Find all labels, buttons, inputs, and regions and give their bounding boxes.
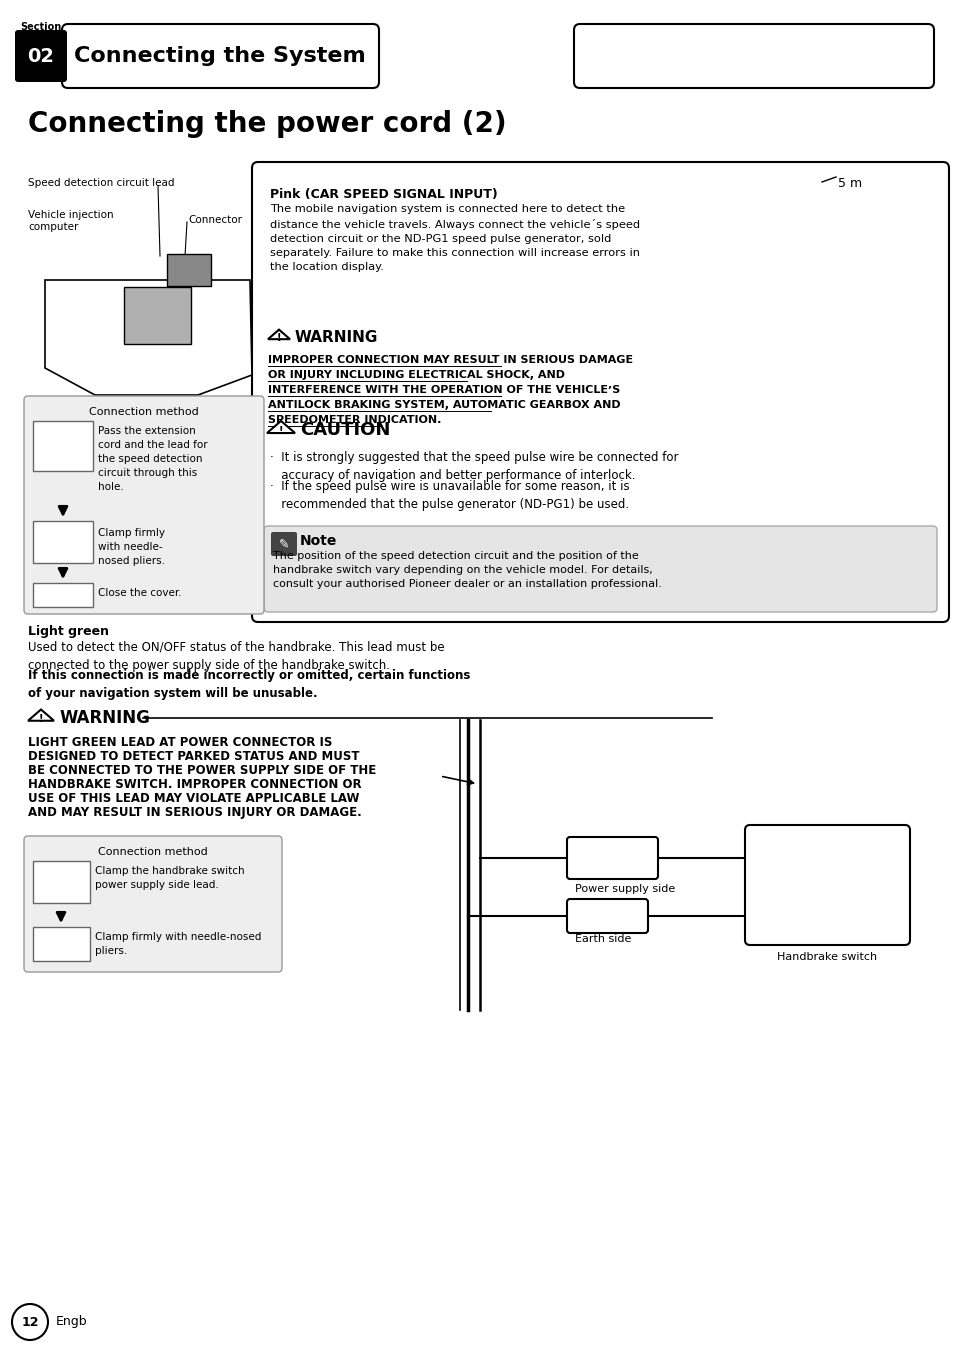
Text: OR INJURY INCLUDING ELECTRICAL SHOCK, AND: OR INJURY INCLUDING ELECTRICAL SHOCK, AN… bbox=[268, 370, 564, 380]
Polygon shape bbox=[28, 710, 54, 721]
Text: The position of the speed detection circuit and the position of the
handbrake sw: The position of the speed detection circ… bbox=[273, 552, 661, 589]
Text: AND MAY RESULT IN SERIOUS INJURY OR DAMAGE.: AND MAY RESULT IN SERIOUS INJURY OR DAMA… bbox=[28, 806, 361, 819]
Text: 5 m: 5 m bbox=[837, 177, 862, 191]
Text: ✎: ✎ bbox=[278, 538, 289, 550]
FancyBboxPatch shape bbox=[574, 24, 933, 88]
Polygon shape bbox=[268, 330, 290, 339]
Text: Pass the extension
cord and the lead for
the speed detection
circuit through thi: Pass the extension cord and the lead for… bbox=[98, 426, 208, 492]
Text: LIGHT GREEN LEAD AT POWER CONNECTOR IS: LIGHT GREEN LEAD AT POWER CONNECTOR IS bbox=[28, 735, 332, 749]
Text: The mobile navigation system is connected here to detect the
distance the vehicl: The mobile navigation system is connecte… bbox=[270, 204, 639, 272]
Text: 02: 02 bbox=[28, 46, 54, 65]
Text: HANDBRAKE SWITCH. IMPROPER CONNECTION OR: HANDBRAKE SWITCH. IMPROPER CONNECTION OR bbox=[28, 777, 361, 791]
Text: Used to detect the ON/OFF status of the handbrake. This lead must be
connected t: Used to detect the ON/OFF status of the … bbox=[28, 641, 444, 672]
FancyBboxPatch shape bbox=[124, 287, 191, 343]
Text: WARNING: WARNING bbox=[294, 330, 378, 345]
Text: !: ! bbox=[39, 714, 43, 723]
Text: Connection method: Connection method bbox=[89, 407, 198, 416]
Text: Handbrake switch: Handbrake switch bbox=[776, 952, 876, 963]
Text: Close the cover.: Close the cover. bbox=[98, 588, 181, 598]
Text: Speed detection circuit lead: Speed detection circuit lead bbox=[28, 178, 174, 188]
Text: WARNING: WARNING bbox=[60, 708, 151, 727]
Polygon shape bbox=[267, 420, 294, 433]
Text: ANTILOCK BRAKING SYSTEM, AUTOMATIC GEARBOX AND: ANTILOCK BRAKING SYSTEM, AUTOMATIC GEARB… bbox=[268, 400, 620, 410]
FancyBboxPatch shape bbox=[167, 254, 211, 287]
FancyBboxPatch shape bbox=[33, 861, 90, 903]
FancyBboxPatch shape bbox=[33, 583, 92, 607]
Text: CAUTION: CAUTION bbox=[299, 420, 390, 439]
Text: INTERFERENCE WITH THE OPERATION OF THE VEHICLEʼS: INTERFERENCE WITH THE OPERATION OF THE V… bbox=[268, 385, 619, 395]
FancyBboxPatch shape bbox=[33, 521, 92, 562]
Text: Vehicle injection
computer: Vehicle injection computer bbox=[28, 210, 113, 231]
Text: USE OF THIS LEAD MAY VIOLATE APPLICABLE LAW: USE OF THIS LEAD MAY VIOLATE APPLICABLE … bbox=[28, 792, 359, 804]
Text: Connecting the System: Connecting the System bbox=[74, 46, 366, 66]
FancyBboxPatch shape bbox=[264, 526, 936, 612]
Text: Clamp the handbrake switch
power supply side lead.: Clamp the handbrake switch power supply … bbox=[95, 867, 244, 890]
Text: Clamp firmly with needle-nosed
pliers.: Clamp firmly with needle-nosed pliers. bbox=[95, 932, 261, 956]
Text: Section: Section bbox=[20, 22, 61, 32]
Text: ·  It is strongly suggested that the speed pulse wire be connected for
   accura: · It is strongly suggested that the spee… bbox=[270, 452, 678, 483]
Text: If this connection is made incorrectly or omitted, certain functions
of your nav: If this connection is made incorrectly o… bbox=[28, 669, 470, 700]
Text: Pink (CAR SPEED SIGNAL INPUT): Pink (CAR SPEED SIGNAL INPUT) bbox=[270, 188, 497, 201]
FancyBboxPatch shape bbox=[33, 420, 92, 470]
FancyBboxPatch shape bbox=[15, 30, 67, 82]
Text: Light green: Light green bbox=[28, 625, 109, 638]
FancyBboxPatch shape bbox=[33, 927, 90, 961]
FancyBboxPatch shape bbox=[566, 899, 647, 933]
Text: !: ! bbox=[276, 333, 281, 342]
FancyBboxPatch shape bbox=[24, 836, 282, 972]
Text: Engb: Engb bbox=[56, 1315, 88, 1329]
FancyBboxPatch shape bbox=[566, 837, 658, 879]
Text: 12: 12 bbox=[21, 1315, 39, 1329]
Text: Clamp firmly
with needle-
nosed pliers.: Clamp firmly with needle- nosed pliers. bbox=[98, 529, 165, 566]
Text: DESIGNED TO DETECT PARKED STATUS AND MUST: DESIGNED TO DETECT PARKED STATUS AND MUS… bbox=[28, 750, 359, 763]
FancyBboxPatch shape bbox=[252, 162, 948, 622]
Text: SPEEDOMETER INDICATION.: SPEEDOMETER INDICATION. bbox=[268, 415, 441, 425]
FancyBboxPatch shape bbox=[62, 24, 378, 88]
Text: ·  If the speed pulse wire is unavailable for some reason, it is
   recommended : · If the speed pulse wire is unavailable… bbox=[270, 480, 629, 511]
Text: Earth side: Earth side bbox=[575, 934, 631, 944]
Text: Note: Note bbox=[299, 534, 337, 548]
Text: Connecting the power cord (2): Connecting the power cord (2) bbox=[28, 110, 506, 138]
Text: IMPROPER CONNECTION MAY RESULT IN SERIOUS DAMAGE: IMPROPER CONNECTION MAY RESULT IN SERIOU… bbox=[268, 356, 633, 365]
Text: Connection method: Connection method bbox=[98, 846, 208, 857]
Text: Connector: Connector bbox=[188, 215, 242, 224]
Text: Power supply side: Power supply side bbox=[575, 884, 675, 894]
Polygon shape bbox=[45, 280, 252, 395]
Circle shape bbox=[12, 1303, 48, 1340]
FancyBboxPatch shape bbox=[271, 531, 296, 556]
Text: !: ! bbox=[278, 426, 283, 437]
FancyBboxPatch shape bbox=[744, 825, 909, 945]
Text: BE CONNECTED TO THE POWER SUPPLY SIDE OF THE: BE CONNECTED TO THE POWER SUPPLY SIDE OF… bbox=[28, 764, 375, 777]
FancyBboxPatch shape bbox=[24, 396, 264, 614]
